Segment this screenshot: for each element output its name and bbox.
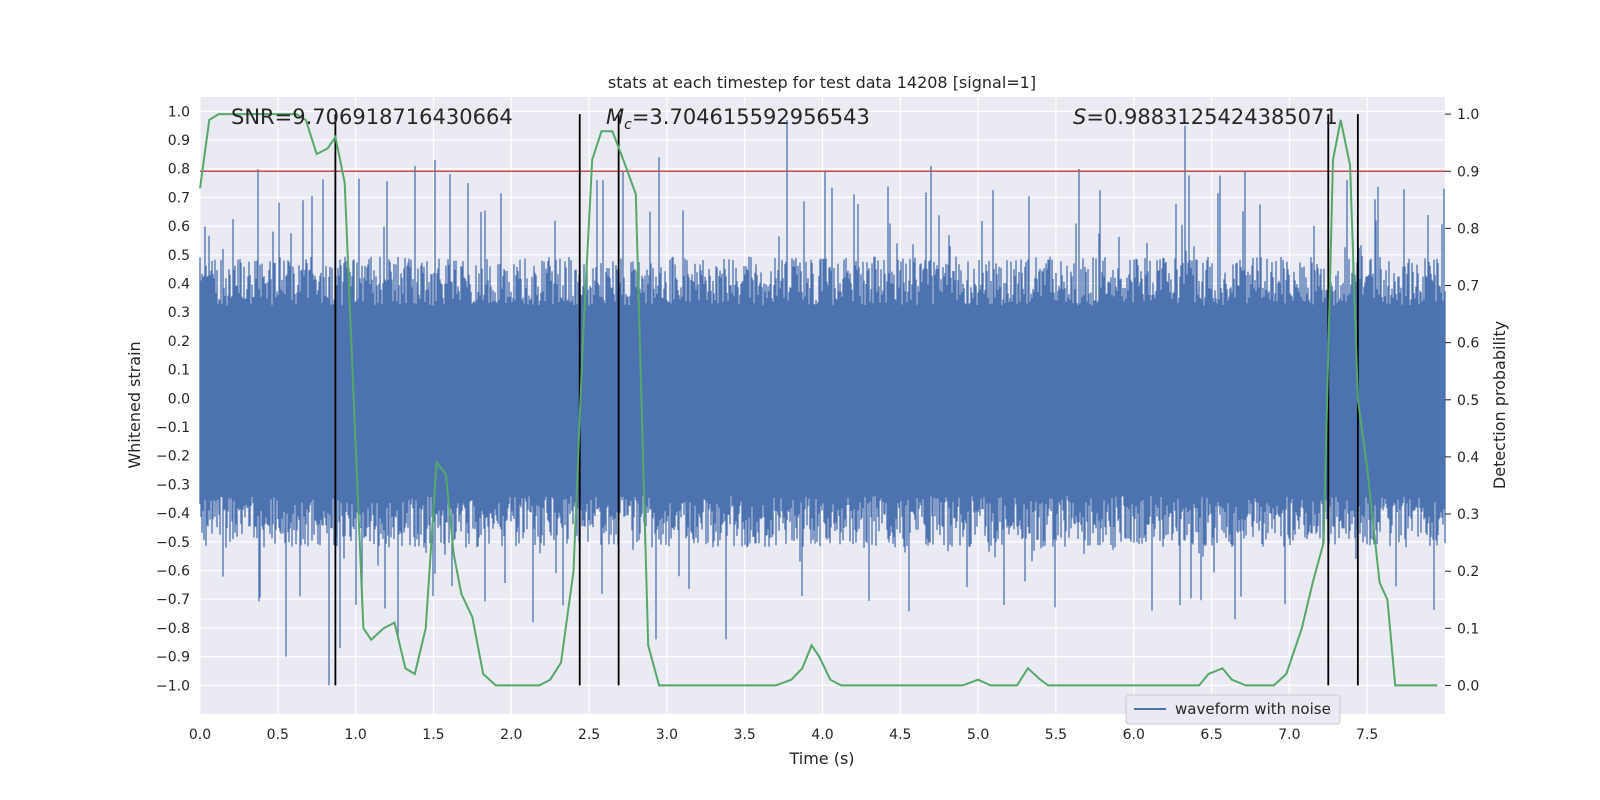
y-left-tick-label: 0.3 bbox=[168, 305, 190, 321]
y-right-tick-label: 0.3 bbox=[1457, 507, 1479, 523]
y-right-axis-ticks: 1.0 0.9 0.8 0.7 0.6 0.5 0.4 0.3 0.2 0.1 0.0 bbox=[1445, 107, 1479, 694]
y-left-tick-label: −0.4 bbox=[156, 506, 190, 522]
chirp-mass-symbol: M bbox=[606, 105, 624, 129]
legend-box bbox=[1125, 694, 1341, 725]
y-right-axis-label: Detection probability bbox=[1490, 321, 1509, 489]
x-tick-label: 5.0 bbox=[967, 727, 989, 743]
chart-title: stats at each timestep for test data 142… bbox=[608, 73, 1036, 92]
y-right-tick-label: 0.9 bbox=[1457, 164, 1479, 180]
y-left-tick-label: 0.8 bbox=[168, 162, 190, 178]
y-right-tick-label: 0.5 bbox=[1457, 393, 1479, 409]
x-axis-label: Time (s) bbox=[788, 749, 854, 768]
x-axis-ticks: 0.0 0.5 1.0 1.5 2.0 2.5 3.0 3.5 4.0 4.5 5.0 5.5 6.0 6… bbox=[189, 727, 1378, 743]
y-right-tick-label: 0.1 bbox=[1457, 621, 1479, 637]
y-left-tick-label: −0.2 bbox=[156, 449, 190, 465]
y-left-tick-label: −0.9 bbox=[156, 650, 190, 666]
vertical-marker-lines bbox=[334, 114, 1359, 686]
x-tick-label: 4.5 bbox=[889, 727, 911, 743]
chirp-mass-value: =3.704615592956543 bbox=[632, 105, 870, 129]
score-value: =0.9883125424385071 bbox=[1086, 105, 1337, 129]
x-tick-label: 1.5 bbox=[422, 727, 444, 743]
x-tick-label: 4.0 bbox=[811, 727, 833, 743]
x-tick-label: 3.0 bbox=[656, 727, 678, 743]
x-tick-label: 5.5 bbox=[1045, 727, 1067, 743]
y-left-tick-label: −0.6 bbox=[156, 564, 190, 580]
y-right-tick-label: 1.0 bbox=[1457, 107, 1479, 123]
detection-probability-line bbox=[199, 113, 1438, 687]
score-symbol: S bbox=[1073, 105, 1086, 129]
y-left-tick-label: 0.2 bbox=[168, 334, 190, 350]
legend-label: waveform with noise bbox=[1175, 700, 1331, 718]
y-left-tick-label: 0.5 bbox=[168, 248, 190, 264]
y-right-tick-label: 0.2 bbox=[1457, 564, 1479, 580]
x-tick-label: 0.0 bbox=[189, 727, 211, 743]
y-left-tick-label: 0.7 bbox=[168, 190, 190, 206]
y-left-tick-label: −0.8 bbox=[156, 621, 190, 637]
x-tick-label: 7.5 bbox=[1356, 727, 1378, 743]
y-left-tick-label: 0.6 bbox=[168, 219, 190, 235]
y-right-tick-label: 0.4 bbox=[1457, 450, 1479, 466]
y-left-tick-label: −0.1 bbox=[156, 420, 190, 436]
chirp-mass-subscript: c bbox=[624, 117, 632, 133]
y-left-tick-label: 0.0 bbox=[168, 391, 190, 407]
y-right-tick-label: 0.8 bbox=[1457, 221, 1479, 237]
x-tick-label: 7.0 bbox=[1278, 727, 1300, 743]
waveform-series bbox=[199, 120, 1446, 686]
chirp-mass-annotation: Mc=3.704615592956543 bbox=[606, 105, 870, 133]
x-tick-label: 2.5 bbox=[578, 727, 600, 743]
x-tick-label: 0.5 bbox=[267, 727, 289, 743]
legend: waveform with noise bbox=[1125, 694, 1341, 725]
y-left-tick-label: 0.9 bbox=[168, 133, 190, 149]
y-left-axis-label: Whitened strain bbox=[125, 341, 144, 468]
score-annotation: S=0.9883125424385071 bbox=[1073, 105, 1338, 129]
x-tick-label: 2.0 bbox=[500, 727, 522, 743]
y-left-tick-label: 1.0 bbox=[168, 104, 190, 120]
y-left-tick-label: −0.5 bbox=[156, 535, 190, 551]
x-tick-label: 6.5 bbox=[1200, 727, 1222, 743]
x-tick-label: 3.5 bbox=[734, 727, 756, 743]
x-tick-label: 6.0 bbox=[1123, 727, 1145, 743]
y-right-tick-label: 0.0 bbox=[1457, 678, 1479, 694]
y-left-tick-label: −0.3 bbox=[156, 477, 190, 493]
waveform-trace bbox=[199, 120, 1446, 686]
y-left-tick-label: −1.0 bbox=[156, 678, 190, 694]
y-left-tick-label: −0.7 bbox=[156, 592, 190, 608]
y-left-tick-label: 0.4 bbox=[168, 277, 190, 293]
y-left-tick-label: 0.1 bbox=[168, 363, 190, 379]
y-right-tick-label: 0.6 bbox=[1457, 336, 1479, 352]
snr-annotation: SNR=9.706918716430664 bbox=[231, 105, 513, 129]
x-tick-label: 1.0 bbox=[344, 727, 366, 743]
y-left-axis-ticks: 1.0 0.9 0.8 0.7 0.6 0.5 0.4 0.3 0.2 0.1 0.0 −0.1 −0.… bbox=[156, 104, 190, 694]
y-right-tick-label: 0.7 bbox=[1457, 279, 1479, 295]
